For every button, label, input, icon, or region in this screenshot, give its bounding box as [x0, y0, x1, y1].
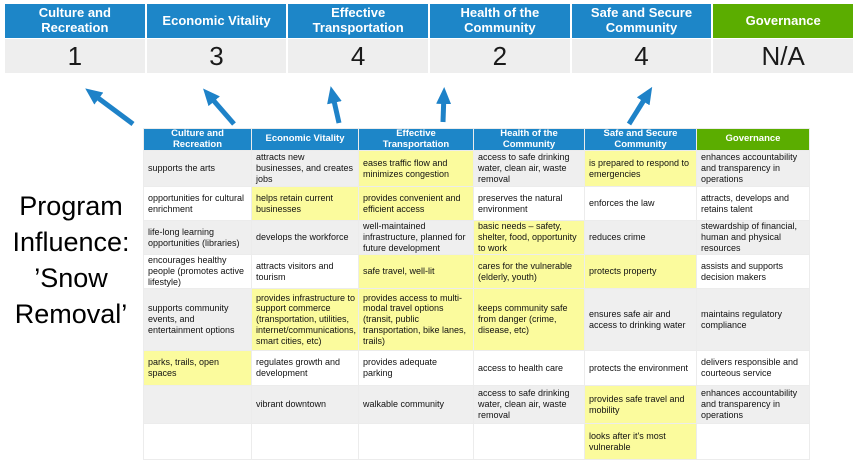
priority-score-economic-vitality: 3: [146, 39, 287, 73]
matrix-cell: access to safe drinking water, clean air…: [474, 386, 584, 423]
matrix-cell: opportunities for cultural enrichment: [144, 187, 251, 220]
matrix-cell: provides adequate parking: [359, 351, 473, 385]
matrix-cell: protects the environment: [585, 351, 696, 385]
matrix-cell: reduces crime: [585, 221, 696, 254]
matrix-cell-highlighted: safe travel, well-lit: [359, 255, 473, 288]
matrix-cell: [144, 424, 251, 459]
matrix-cell: supports community events, and entertain…: [144, 289, 251, 350]
matrix-col-header-culture-and-recreation: Culture and Recreation: [144, 128, 251, 150]
matrix-cell: assists and supports decision makers: [697, 255, 809, 288]
matrix-cell-highlighted: looks after it's most vulnerable: [585, 424, 696, 459]
influence-arrow-4: [436, 87, 452, 123]
matrix-col-header-effective-transportation: Effective Transportation: [359, 128, 473, 150]
matrix-col-header-health-of-the-community: Health of the Community: [474, 128, 584, 150]
matrix-cell: enhances accountability and transparency…: [697, 151, 809, 186]
matrix-cell: supports the arts: [144, 151, 251, 186]
matrix-cell: preserves the natural environment: [474, 187, 584, 220]
matrix-cell: walkable community: [359, 386, 473, 423]
matrix-cell: [474, 424, 584, 459]
matrix-cell-highlighted: basic needs – safety, shelter, food, opp…: [474, 221, 584, 254]
matrix-cell-highlighted: provides access to multi-modal travel op…: [359, 289, 473, 350]
priority-score-effective-transportation: 4: [288, 39, 428, 73]
matrix-cell-highlighted: parks, trails, open spaces: [144, 351, 251, 385]
matrix-cell-highlighted: cares for the vulnerable (elderly, youth…: [474, 255, 584, 288]
priority-score-culture-and-recreation: 1: [5, 39, 145, 73]
matrix-cell-highlighted: eases traffic flow and minimizes congest…: [359, 151, 473, 186]
matrix-cell: attracts new businesses, and creates job…: [252, 151, 358, 186]
matrix-cell: attracts, develops and retains talent: [697, 187, 809, 220]
priority-header-economic-vitality: Economic Vitality: [146, 4, 287, 38]
matrix-cell-highlighted: protects property: [585, 255, 696, 288]
matrix-cell: [359, 424, 473, 459]
program-influence-title-line: ’Snow: [34, 263, 108, 293]
priority-score-governance: N/A: [713, 39, 853, 73]
priority-summary-band: Culture and Recreation Economic Vitality E…: [5, 4, 853, 73]
matrix-cell: delivers responsible and courteous servi…: [697, 351, 809, 385]
priority-score-safe-and-secure-community: 4: [571, 39, 712, 73]
matrix-col-header-safe-and-secure-community: Safe and Secure Community: [585, 128, 696, 150]
priority-summary-headers: Culture and Recreation Economic Vitality E…: [5, 4, 853, 38]
matrix-cell-highlighted: keeps community safe from danger (crime,…: [474, 289, 584, 350]
priority-summary-scores: 1 3 4 2 4 N/A: [5, 38, 853, 73]
program-influence-title-line: Influence:: [12, 227, 130, 257]
matrix-cell: develops the workforce: [252, 221, 358, 254]
matrix-cell-highlighted: helps retain current businesses: [252, 187, 358, 220]
influence-arrow-5: [626, 86, 653, 126]
matrix-cell: maintains regulatory compliance: [697, 289, 809, 350]
priority-header-health-of-the-community: Health of the Community: [430, 4, 570, 38]
matrix-cell: [144, 386, 251, 423]
matrix-cell-highlighted: provides infrastructure to support comme…: [252, 289, 358, 350]
matrix-col-header-governance: Governance: [697, 129, 809, 150]
matrix-cell: regulates growth and development: [252, 351, 358, 385]
influence-arrow-1: [85, 88, 135, 127]
priority-header-culture-and-recreation: Culture and Recreation: [5, 4, 145, 38]
matrix-cell: encourages healthy people (promotes acti…: [144, 255, 251, 288]
priority-score-health-of-the-community: 2: [430, 39, 570, 73]
matrix-cell: stewardship of financial, human and phys…: [697, 221, 809, 254]
matrix-cell: [697, 424, 809, 459]
matrix-cell: vibrant downtown: [252, 386, 358, 423]
matrix-cell: ensures safe air and access to drinking …: [585, 289, 696, 350]
priority-header-safe-and-secure-community: Safe and Secure Community: [571, 4, 712, 38]
influence-arrow-3: [327, 86, 342, 124]
matrix-cell-highlighted: is prepared to respond to emergencies: [585, 151, 696, 186]
matrix-cell: attracts visitors and tourism: [252, 255, 358, 288]
program-influence-title-line: Removal’: [14, 299, 128, 329]
matrix-cell: access to health care: [474, 351, 584, 385]
matrix-col-header-economic-vitality: Economic Vitality: [252, 129, 358, 150]
matrix-cell-highlighted: provides convenient and efficient access: [359, 187, 473, 220]
matrix-cell-highlighted: provides safe travel and mobility: [585, 386, 696, 423]
matrix-cell: enforces the law: [585, 187, 696, 220]
program-influence-title-line: Program: [19, 191, 123, 221]
matrix-cell: [252, 424, 358, 459]
matrix-cell: enhances accountability and transparency…: [697, 386, 809, 423]
matrix-cell: well-maintained infrastructure, planned …: [359, 221, 473, 254]
program-influence-title: Program Influence: ’Snow Removal’: [0, 188, 142, 332]
priority-matrix-table: Culture and Recreation Economic Vitality E…: [143, 128, 810, 460]
priority-header-effective-transportation: Effective Transportation: [288, 4, 428, 38]
influence-arrow-2: [203, 88, 236, 126]
matrix-cell: access to safe drinking water, clean air…: [474, 151, 584, 186]
matrix-cell: life-long learning opportunities (librar…: [144, 221, 251, 254]
priority-header-governance: Governance: [713, 4, 853, 38]
